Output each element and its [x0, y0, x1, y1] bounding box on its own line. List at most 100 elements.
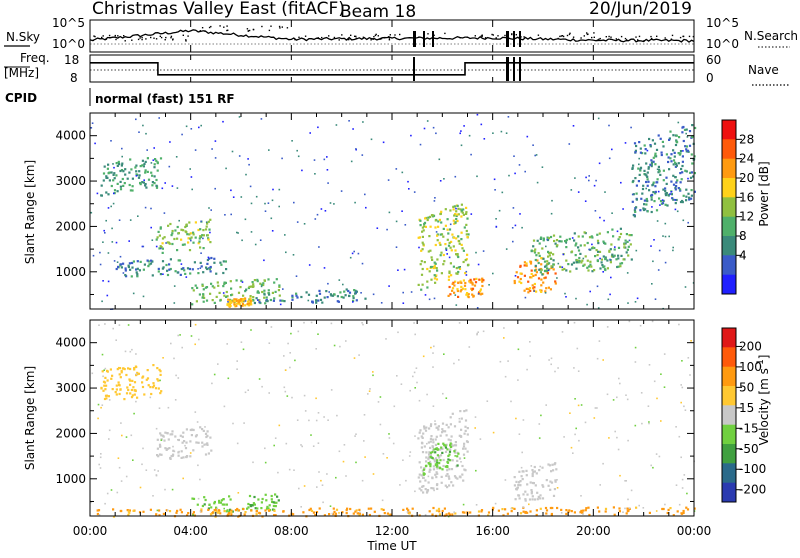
scatter-cell [262, 283, 265, 287]
noise-cell [500, 130, 503, 133]
noise-cell [602, 271, 604, 273]
scatter-cell [435, 274, 438, 277]
noise-cell [316, 486, 318, 488]
scatter-cell [420, 489, 423, 492]
scatter-cell [453, 425, 457, 428]
scatter-cell [423, 221, 427, 224]
scatter-cell [202, 293, 205, 296]
scatter-cell [516, 486, 519, 489]
scatter-cell [130, 168, 133, 171]
scatter-cell [344, 294, 347, 297]
noise-cell [326, 169, 329, 171]
scatter-cell [177, 454, 180, 457]
scatter-cell [153, 163, 156, 166]
noise-cell [144, 206, 147, 209]
scatter-cell [156, 378, 159, 381]
scatter-cell [454, 476, 457, 479]
scatter-cell [541, 484, 544, 487]
scatter-cell [108, 171, 111, 174]
scatter-cell [180, 238, 183, 241]
scatter-cell [243, 513, 246, 516]
scatter-cell [426, 267, 429, 271]
scatter-cell [105, 191, 108, 194]
scatter-cell [519, 484, 522, 487]
scatter-cell [425, 216, 428, 220]
scatter-cell [444, 444, 447, 447]
scatter-cell [642, 184, 645, 187]
noise-cell [288, 468, 291, 471]
scatter-cell [122, 184, 125, 187]
scatter-cell [421, 241, 424, 244]
scatter-cell [448, 468, 451, 471]
noise-cell [312, 445, 315, 447]
scatter-cell [644, 208, 647, 211]
noise-cell [596, 357, 599, 360]
scatter-cell [159, 157, 163, 160]
scatter-cell [188, 221, 191, 224]
noise-point [201, 27, 204, 29]
scatter-cell [532, 471, 535, 474]
scatter-cell [586, 259, 589, 262]
scatter-cell [606, 231, 609, 234]
noise-cell [231, 150, 234, 153]
noise-cell [205, 221, 208, 223]
freq-unit-label: [MHz] [4, 66, 39, 80]
scatter-cell [156, 367, 159, 370]
noise-cell [142, 245, 145, 248]
scatter-cell [103, 165, 106, 168]
noise-cell [521, 226, 523, 229]
scatter-cell [136, 275, 139, 278]
noise-cell [135, 118, 137, 121]
scatter-cell [676, 141, 679, 144]
noise-cell [426, 393, 428, 396]
scatter-cell [419, 219, 422, 222]
scatter-cell [159, 226, 162, 229]
noise-point [583, 35, 585, 37]
scatter-cell [247, 304, 250, 307]
scatter-cell [258, 301, 261, 304]
noise-cell [536, 181, 539, 184]
scatter-cell [613, 513, 616, 516]
noise-cell [460, 144, 463, 147]
noise-cell [236, 231, 238, 234]
scatter-cell [354, 289, 357, 292]
scatter-cell [420, 273, 424, 276]
scatter-cell [467, 233, 470, 236]
noise-cell [521, 451, 523, 454]
noise-point [572, 36, 575, 38]
scatter-cell [418, 431, 421, 434]
scatter-cell [437, 225, 440, 228]
scatter-cell [242, 294, 245, 297]
scatter-cell [652, 191, 655, 194]
scatter-cell [469, 511, 472, 514]
noise-cell [160, 439, 163, 441]
scatter-cell [431, 446, 435, 449]
scatter-cell [582, 264, 585, 267]
noise-cell [422, 355, 425, 358]
scatter-cell [123, 398, 126, 401]
scatter-cell [481, 292, 484, 295]
noise-cell [92, 254, 95, 257]
scatter-cell [421, 283, 424, 286]
scatter-cell [681, 171, 684, 174]
scatter-cell [342, 296, 345, 299]
noise-cell [588, 179, 590, 182]
scatter-cell [625, 512, 628, 515]
scatter-cell [202, 247, 205, 250]
noise-cell [285, 442, 288, 445]
scatter-cell [429, 446, 432, 449]
scatter-cell [268, 504, 271, 507]
scatter-cell [273, 297, 276, 300]
scatter-cell [464, 429, 467, 432]
scatter-cell [513, 507, 516, 510]
scatter-cell [192, 497, 196, 500]
noise-cell [180, 263, 183, 265]
scatter-cell [670, 160, 673, 163]
x-tick-label: 04:00 [173, 524, 208, 538]
noise-cell [577, 191, 580, 193]
scatter-cell [346, 507, 349, 510]
scatter-cell [166, 241, 169, 244]
scatter-cell [425, 491, 429, 494]
scatter-cell [270, 494, 273, 498]
scatter-cell [633, 209, 636, 212]
